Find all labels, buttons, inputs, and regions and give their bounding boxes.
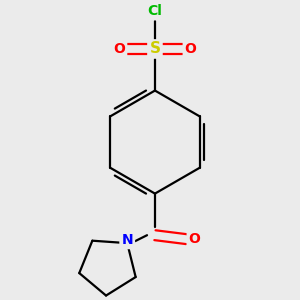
- Text: O: O: [189, 232, 200, 246]
- Text: O: O: [185, 42, 197, 56]
- Text: Cl: Cl: [148, 4, 162, 18]
- Text: O: O: [113, 42, 125, 56]
- Text: N: N: [122, 233, 133, 247]
- Text: S: S: [149, 41, 161, 56]
